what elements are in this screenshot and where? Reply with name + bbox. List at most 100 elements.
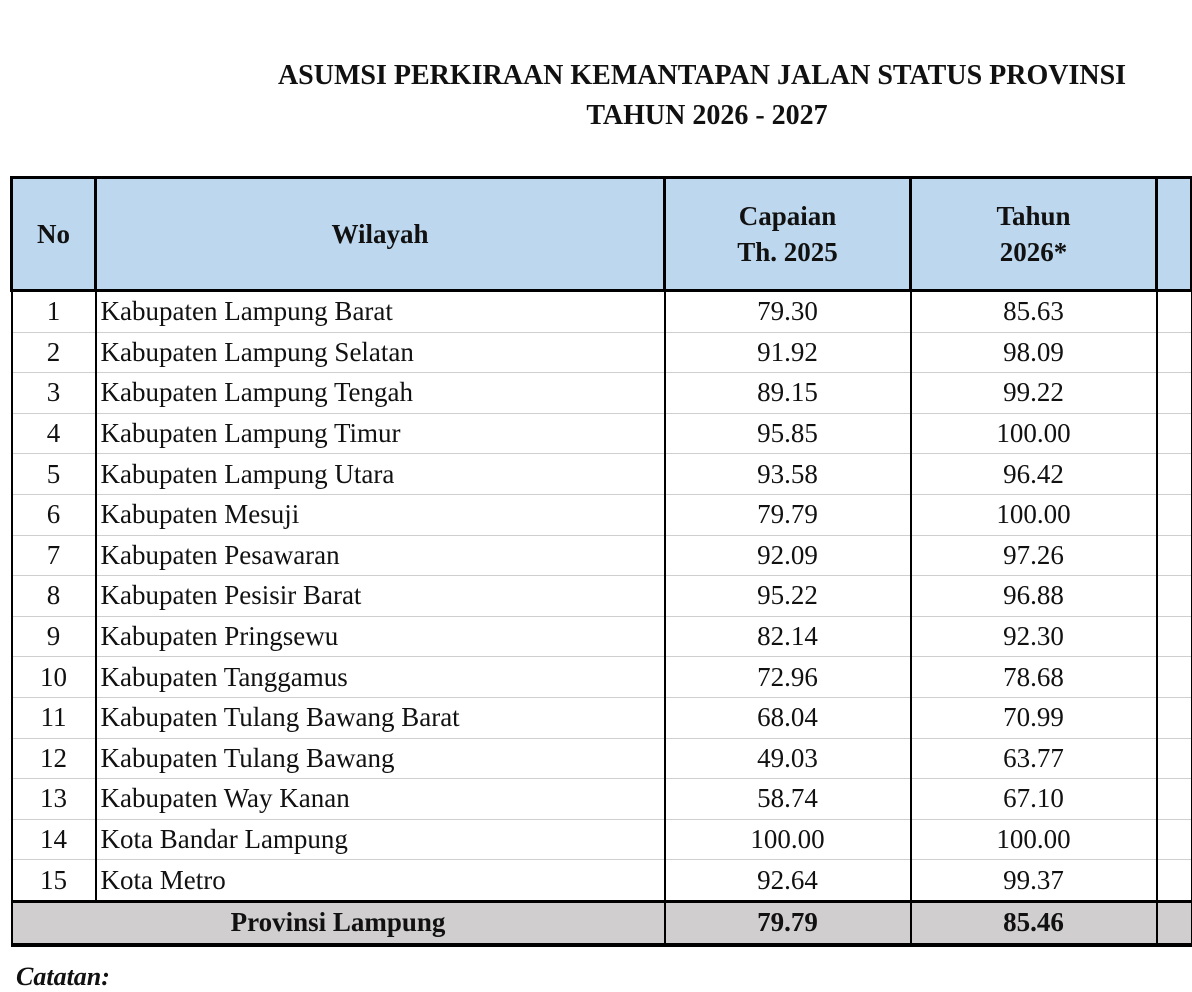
row-tahun-2026: 92.30 xyxy=(909,616,1158,658)
row-capaian: 95.22 xyxy=(663,575,912,617)
row-wilayah: Kabupaten Lampung Barat xyxy=(94,289,666,333)
row-wilayah: Kabupaten Lampung Tengah xyxy=(94,372,666,414)
row-wilayah: Kabupaten Pesisir Barat xyxy=(94,575,666,617)
row-tahun-2026: 100.00 xyxy=(909,494,1158,536)
row-next-column xyxy=(1155,575,1192,617)
row-capaian: 92.64 xyxy=(663,859,912,902)
row-wilayah: Kabupaten Tulang Bawang Barat xyxy=(94,697,666,739)
note-label: Catatan: xyxy=(16,962,110,991)
row-capaian: 49.03 xyxy=(663,738,912,780)
table-row: 2 Kabupaten Lampung Selatan 91.92 98.09 xyxy=(10,332,1192,374)
table-row: 5 Kabupaten Lampung Utara 93.58 96.42 xyxy=(10,453,1192,495)
row-tahun-2026: 100.00 xyxy=(909,819,1158,861)
header-row: No Wilayah Capaian Th. 2025 Tahun 2026* xyxy=(10,176,1192,292)
table-row: 1 Kabupaten Lampung Barat 79.30 85.63 xyxy=(10,289,1192,333)
row-wilayah: Kabupaten Lampung Utara xyxy=(94,453,666,495)
table-row: 8 Kabupaten Pesisir Barat 95.22 96.88 xyxy=(10,575,1192,617)
row-no: 5 xyxy=(10,453,97,495)
table-row: 14 Kota Bandar Lampung 100.00 100.00 xyxy=(10,819,1192,861)
row-no: 2 xyxy=(10,332,97,374)
table-row: 15 Kota Metro 92.64 99.37 xyxy=(10,859,1192,902)
total-tahun-2026: 85.46 xyxy=(909,899,1158,947)
row-next-column xyxy=(1155,859,1192,902)
title-line-2: TAHUN 2026 - 2027 xyxy=(586,100,828,131)
row-next-column xyxy=(1155,535,1192,577)
row-next-column xyxy=(1155,656,1192,698)
total-capaian: 79.79 xyxy=(663,899,912,947)
row-wilayah: Kabupaten Mesuji xyxy=(94,494,666,536)
title-line-1: ASUMSI PERKIRAAN KEMANTAPAN JALAN STATUS… xyxy=(277,60,1127,91)
row-next-column xyxy=(1155,372,1192,414)
row-no: 4 xyxy=(10,413,97,455)
row-next-column xyxy=(1155,778,1192,820)
row-tahun-2026: 85.63 xyxy=(909,289,1158,333)
row-capaian: 58.74 xyxy=(663,778,912,820)
row-tahun-2026: 63.77 xyxy=(909,738,1158,780)
total-row: Provinsi Lampung 79.79 85.46 xyxy=(10,899,1192,947)
row-capaian: 93.58 xyxy=(663,453,912,495)
row-wilayah: Kabupaten Tanggamus xyxy=(94,656,666,698)
road-stability-table: No Wilayah Capaian Th. 2025 Tahun 2026* … xyxy=(10,176,1192,947)
row-capaian: 92.09 xyxy=(663,535,912,577)
row-wilayah: Kabupaten Tulang Bawang xyxy=(94,738,666,780)
header-tahun-2026: Tahun 2026* xyxy=(909,176,1158,292)
row-tahun-2026: 96.42 xyxy=(909,453,1158,495)
table-row: 3 Kabupaten Lampung Tengah 89.15 99.22 xyxy=(10,372,1192,414)
row-next-column xyxy=(1155,289,1192,333)
row-next-column xyxy=(1155,413,1192,455)
row-next-column xyxy=(1155,738,1192,780)
row-capaian: 68.04 xyxy=(663,697,912,739)
header-capaian: Capaian Th. 2025 xyxy=(663,176,912,292)
row-wilayah: Kota Bandar Lampung xyxy=(94,819,666,861)
row-no: 8 xyxy=(10,575,97,617)
row-wilayah: Kabupaten Pesawaran xyxy=(94,535,666,577)
row-no: 6 xyxy=(10,494,97,536)
table-row: 13 Kabupaten Way Kanan 58.74 67.10 xyxy=(10,778,1192,820)
row-no: 14 xyxy=(10,819,97,861)
row-no: 15 xyxy=(10,859,97,902)
row-no: 11 xyxy=(10,697,97,739)
row-no: 13 xyxy=(10,778,97,820)
row-next-column xyxy=(1155,453,1192,495)
table-row: 4 Kabupaten Lampung Timur 95.85 100.00 xyxy=(10,413,1192,455)
row-wilayah: Kabupaten Pringsewu xyxy=(94,616,666,658)
row-tahun-2026: 98.09 xyxy=(909,332,1158,374)
row-next-column xyxy=(1155,697,1192,739)
row-capaian: 91.92 xyxy=(663,332,912,374)
row-tahun-2026: 100.00 xyxy=(909,413,1158,455)
table-row: 12 Kabupaten Tulang Bawang 49.03 63.77 xyxy=(10,738,1192,780)
row-no: 7 xyxy=(10,535,97,577)
row-capaian: 100.00 xyxy=(663,819,912,861)
row-no: 1 xyxy=(10,289,97,333)
row-capaian: 89.15 xyxy=(663,372,912,414)
row-tahun-2026: 78.68 xyxy=(909,656,1158,698)
row-capaian: 79.30 xyxy=(663,289,912,333)
row-capaian: 79.79 xyxy=(663,494,912,536)
row-no: 9 xyxy=(10,616,97,658)
table-row: 9 Kabupaten Pringsewu 82.14 92.30 xyxy=(10,616,1192,658)
row-wilayah: Kabupaten Way Kanan xyxy=(94,778,666,820)
row-wilayah: Kabupaten Lampung Timur xyxy=(94,413,666,455)
row-capaian: 72.96 xyxy=(663,656,912,698)
header-no: No xyxy=(10,176,97,292)
row-capaian: 95.85 xyxy=(663,413,912,455)
total-label: Provinsi Lampung xyxy=(10,899,666,947)
row-next-column xyxy=(1155,332,1192,374)
row-wilayah: Kota Metro xyxy=(94,859,666,902)
table-row: 7 Kabupaten Pesawaran 92.09 97.26 xyxy=(10,535,1192,577)
row-next-column xyxy=(1155,616,1192,658)
row-tahun-2026: 97.26 xyxy=(909,535,1158,577)
row-no: 10 xyxy=(10,656,97,698)
row-tahun-2026: 67.10 xyxy=(909,778,1158,820)
header-wilayah: Wilayah xyxy=(94,176,666,292)
row-no: 12 xyxy=(10,738,97,780)
row-tahun-2026: 99.37 xyxy=(909,859,1158,902)
table-row: 10 Kabupaten Tanggamus 72.96 78.68 xyxy=(10,656,1192,698)
row-next-column xyxy=(1155,819,1192,861)
table-row: 11 Kabupaten Tulang Bawang Barat 68.04 70.9… xyxy=(10,697,1192,739)
table-row: 6 Kabupaten Mesuji 79.79 100.00 xyxy=(10,494,1192,536)
row-no: 3 xyxy=(10,372,97,414)
row-tahun-2026: 99.22 xyxy=(909,372,1158,414)
header-next-column xyxy=(1155,176,1192,292)
total-next-column xyxy=(1155,899,1192,947)
